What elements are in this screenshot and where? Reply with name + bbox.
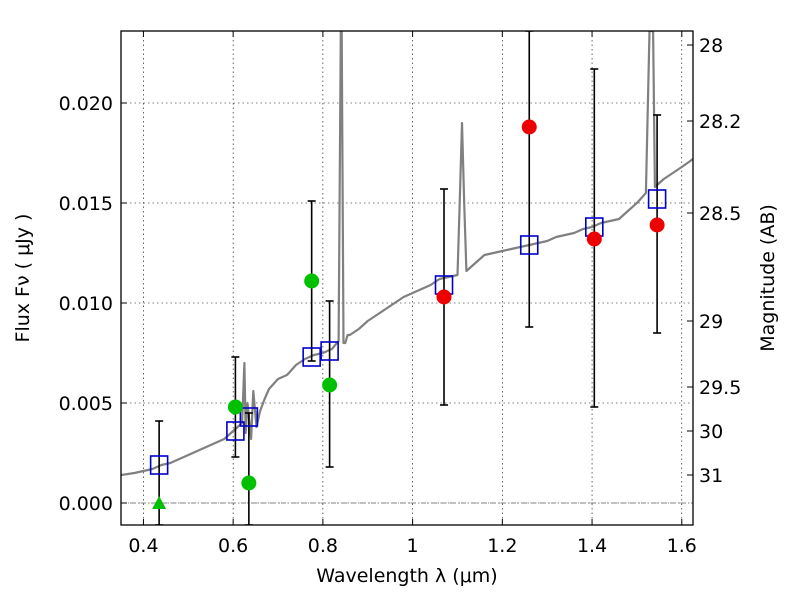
error-bar — [525, 31, 534, 328]
band-flux-square-marker — [239, 407, 259, 427]
secondary-y-axis-label: Magnitude (AB) — [757, 204, 779, 352]
x-tick-label: 0.6 — [218, 535, 248, 557]
y2-tick-label: 29.5 — [699, 377, 741, 399]
x-tick-label: 0.8 — [308, 535, 338, 557]
x-tick-label: 1 — [407, 535, 419, 557]
band-flux-square-marker — [647, 189, 667, 209]
secondary-y-axis-ticks: 28 28.2 28.5 29 29.5 30 31 — [687, 35, 741, 487]
y2-tick-label: 28.2 — [699, 111, 741, 133]
y2-tick-label: 29 — [699, 311, 723, 333]
green-circle-marker — [304, 273, 320, 289]
x-axis-label: Wavelength λ (μm) — [316, 565, 497, 587]
plot-frame — [120, 30, 694, 526]
grid — [121, 31, 693, 525]
y-tick-label: 0.020 — [59, 93, 113, 115]
band-flux-square-marker — [519, 235, 539, 255]
y2-tick-label: 30 — [699, 421, 723, 443]
band-flux-square-marker — [226, 421, 245, 441]
y2-tick-label: 28 — [699, 35, 723, 57]
band-flux-square-marker — [149, 455, 169, 475]
x-axis-ticks: 0.4 0.6 0.8 1 1.2 1.4 1.6 — [128, 31, 697, 557]
green-circle-marker — [227, 399, 243, 415]
x-tick-label: 1.2 — [487, 535, 517, 557]
y-tick-label: 0.005 — [59, 393, 113, 415]
model-spectrum-line — [121, 31, 693, 477]
y-axis-label: Flux Fν ( μJy ) — [12, 214, 34, 343]
y-tick-label: 0.015 — [59, 193, 113, 215]
green-triangle-marker — [152, 496, 167, 509]
red-circle-marker — [649, 217, 665, 233]
x-tick-label: 0.4 — [128, 535, 158, 557]
y-axis-ticks: 0.000 0.005 0.010 0.015 0.020 — [59, 93, 127, 515]
green-circle-marker — [322, 377, 338, 393]
error-bar — [244, 412, 253, 525]
y2-tick-label: 31 — [699, 465, 723, 487]
band-flux-square-marker — [320, 341, 339, 361]
red-circle-marker — [436, 289, 452, 305]
y2-tick-label: 28.5 — [699, 203, 741, 225]
y-tick-label: 0.010 — [59, 293, 113, 315]
red-circle-marker — [521, 119, 537, 135]
band-flux-square-marker — [302, 347, 321, 367]
marker-layer — [149, 119, 667, 509]
green-circle-marker — [241, 475, 257, 491]
x-tick-label: 1.6 — [667, 535, 697, 557]
y-tick-label: 0.000 — [59, 493, 113, 515]
x-tick-label: 1.4 — [577, 535, 607, 557]
red-circle-marker — [586, 231, 602, 247]
model-layer — [121, 31, 693, 477]
